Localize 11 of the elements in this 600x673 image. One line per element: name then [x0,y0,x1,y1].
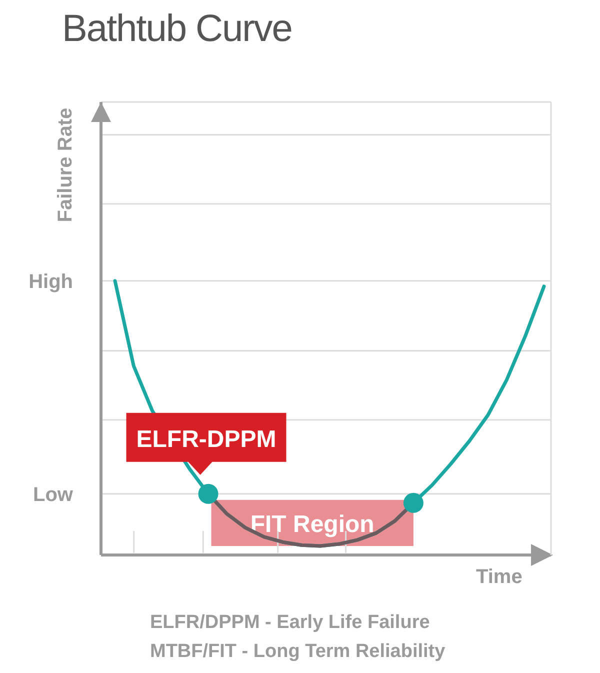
ref-line-label: High [28,270,73,293]
y-axis-title: Failure Rate [54,108,78,222]
text: MTBF/FIT - Long Term Reliability [150,640,446,664]
annotation: FIT Region [250,510,374,538]
text: ELFR/DPPM - Early Life Failure [150,611,431,635]
annotation: ELFR-DPPM [136,426,276,453]
chart-title: Bathtub Curve [62,8,292,51]
label-box: FIT Region [211,500,414,546]
x-axis-title: Time [476,566,522,589]
callout-label: ELFR-DPPM [126,412,286,475]
ref-line-label: Low [33,484,74,506]
